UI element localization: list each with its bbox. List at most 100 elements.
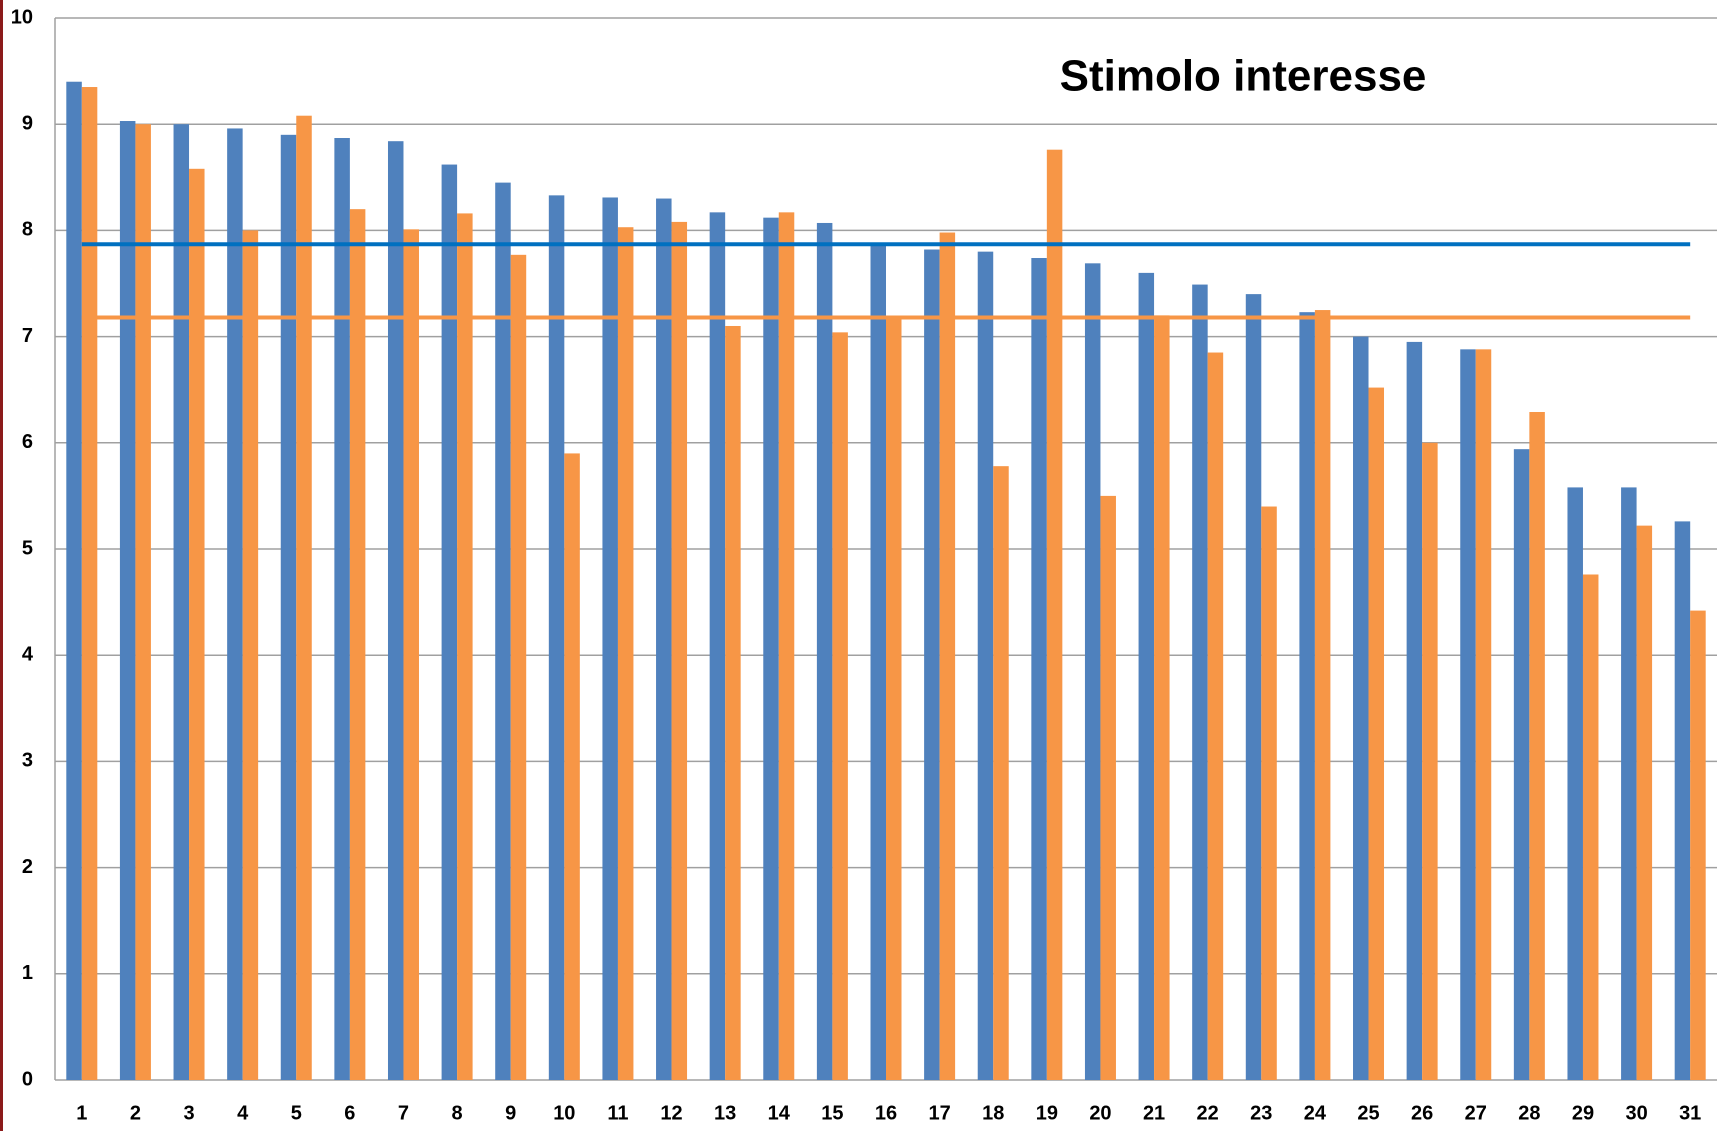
- bar: [939, 232, 956, 1081]
- x-tick-label: 5: [291, 1102, 302, 1124]
- bar: [1674, 521, 1691, 1080]
- x-tick-label: 23: [1250, 1102, 1272, 1124]
- bar: [1353, 336, 1369, 1081]
- bar: [548, 195, 565, 1080]
- bar: [1261, 506, 1277, 1080]
- bar: [656, 198, 672, 1081]
- bar: [1422, 442, 1438, 1080]
- bar: [280, 134, 297, 1080]
- bar: [1138, 272, 1155, 1080]
- bar: [709, 212, 726, 1080]
- bar: [977, 251, 994, 1080]
- bar: [1690, 610, 1706, 1080]
- x-tick-label: 31: [1679, 1102, 1701, 1124]
- bar: [387, 141, 404, 1080]
- left-border: [0, 0, 3, 1131]
- x-tick-label: 3: [183, 1102, 194, 1124]
- y-tick-label: 3: [22, 750, 33, 772]
- bar: [671, 221, 688, 1081]
- bar: [227, 128, 243, 1080]
- chart-title: Stimolo interesse: [1060, 52, 1427, 101]
- bar: [1084, 263, 1101, 1080]
- x-tick-label: 15: [821, 1102, 843, 1124]
- x-tick-label: 6: [344, 1102, 355, 1124]
- bar: [924, 249, 940, 1081]
- bar: [1621, 487, 1637, 1080]
- x-tick-label: 16: [875, 1102, 897, 1124]
- y-tick-label: 8: [22, 219, 33, 241]
- bar: [1207, 352, 1224, 1080]
- bar: [242, 230, 259, 1080]
- bar: [886, 317, 902, 1080]
- y-tick-label: 1: [22, 962, 33, 984]
- bar: [441, 164, 458, 1080]
- x-tick-label: 13: [714, 1102, 736, 1124]
- x-tick-label: 17: [928, 1102, 950, 1124]
- bar: [602, 197, 618, 1080]
- bar: [1567, 487, 1583, 1080]
- bar: [1513, 449, 1530, 1080]
- y-tick-label: 10: [11, 6, 33, 28]
- bar: [510, 254, 527, 1081]
- bar: [778, 212, 795, 1080]
- x-tick-label: 28: [1518, 1102, 1540, 1124]
- x-tick-label: 2: [130, 1102, 141, 1124]
- bar: [81, 87, 98, 1080]
- bar: [1299, 312, 1315, 1080]
- bar: [1100, 495, 1116, 1080]
- x-tick-label: 8: [452, 1102, 463, 1124]
- x-tick-label: 4: [237, 1102, 249, 1124]
- x-tick-label: 24: [1304, 1102, 1327, 1124]
- bar: [1460, 349, 1476, 1080]
- x-tick-label: 21: [1143, 1102, 1165, 1124]
- bar: [66, 81, 82, 1081]
- bar: [173, 124, 190, 1080]
- bar: [870, 244, 886, 1080]
- bar: [1245, 294, 1262, 1080]
- x-tick-label: 14: [768, 1102, 791, 1124]
- bar: [725, 325, 741, 1081]
- x-tick-label: 26: [1411, 1102, 1433, 1124]
- bar: [135, 124, 151, 1080]
- x-tick-label: 10: [553, 1102, 575, 1124]
- y-tick-label: 0: [22, 1068, 33, 1090]
- bar: [993, 466, 1009, 1080]
- x-tick-label: 7: [398, 1102, 409, 1124]
- bar: [617, 227, 634, 1081]
- x-tick-label: 19: [1036, 1102, 1058, 1124]
- bar: [1192, 284, 1208, 1080]
- x-tick-label: 30: [1625, 1102, 1647, 1124]
- x-tick-label: 11: [607, 1102, 628, 1124]
- bar: [1368, 387, 1385, 1080]
- y-tick-label: 2: [22, 856, 33, 878]
- bar: [1529, 412, 1545, 1080]
- bar: [1475, 349, 1492, 1080]
- y-tick-label: 7: [22, 325, 33, 347]
- bar: [1636, 525, 1653, 1080]
- bar: [1031, 258, 1047, 1081]
- bar: [334, 138, 350, 1081]
- bar: [832, 332, 848, 1080]
- y-tick-label: 5: [22, 537, 33, 559]
- x-tick-label: 22: [1197, 1102, 1219, 1124]
- x-tick-label: 18: [982, 1102, 1004, 1124]
- bar: [119, 121, 136, 1081]
- bar: [403, 229, 419, 1080]
- y-tick-label: 6: [22, 431, 33, 453]
- x-tick-label: 9: [505, 1102, 516, 1124]
- bar: [1046, 149, 1063, 1081]
- bar: [763, 217, 779, 1080]
- bar: [1154, 315, 1170, 1080]
- bar: [457, 213, 473, 1080]
- bar: [296, 115, 312, 1081]
- bar: [189, 168, 205, 1080]
- bar: [349, 209, 366, 1080]
- y-tick-label: 4: [22, 643, 34, 665]
- bar: [1582, 574, 1599, 1080]
- x-tick-label: 1: [76, 1102, 87, 1124]
- bar: [816, 222, 833, 1080]
- bar: [495, 182, 511, 1081]
- x-tick-label: 20: [1089, 1102, 1111, 1124]
- x-tick-label: 12: [660, 1102, 682, 1124]
